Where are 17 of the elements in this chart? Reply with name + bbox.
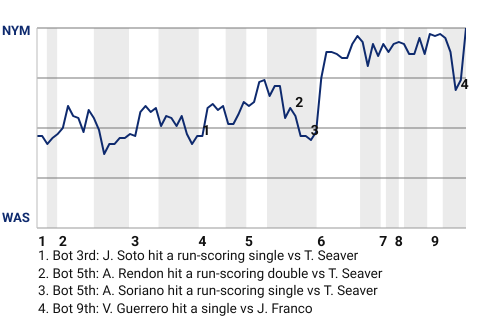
x-tick-label: 8 (394, 234, 403, 250)
text: 2. Bot 5th: A. Rendon hit a run-scoring double vs T. Seaver (38, 266, 384, 283)
text: 1. Bot 3rd: J. Soto hit a run-scoring single vs T. Seaver (38, 248, 360, 266)
x-tick-label: 7 (379, 234, 388, 250)
annotation: 2 (295, 95, 304, 111)
text: 4. Bot 9th: V. Guerrero hit a single vs J. Franco (38, 300, 314, 318)
x-tick-label: 1 (38, 234, 46, 250)
x-tick-label: 6 (317, 234, 326, 250)
x-tick-label: 5 (244, 234, 253, 250)
text: NYM (2, 24, 30, 39)
annotation: 4 (460, 77, 469, 93)
text: 3. Bot 5th: A. Soriano hit a run-scoring single vs T. Seaver (38, 283, 379, 300)
x-tick-label: 9 (430, 234, 440, 250)
text: WAS (2, 211, 30, 226)
x-tick-label: 3 (131, 234, 140, 250)
x-tick-label: 2 (58, 234, 67, 250)
x-tick-label: 4 (198, 234, 206, 250)
